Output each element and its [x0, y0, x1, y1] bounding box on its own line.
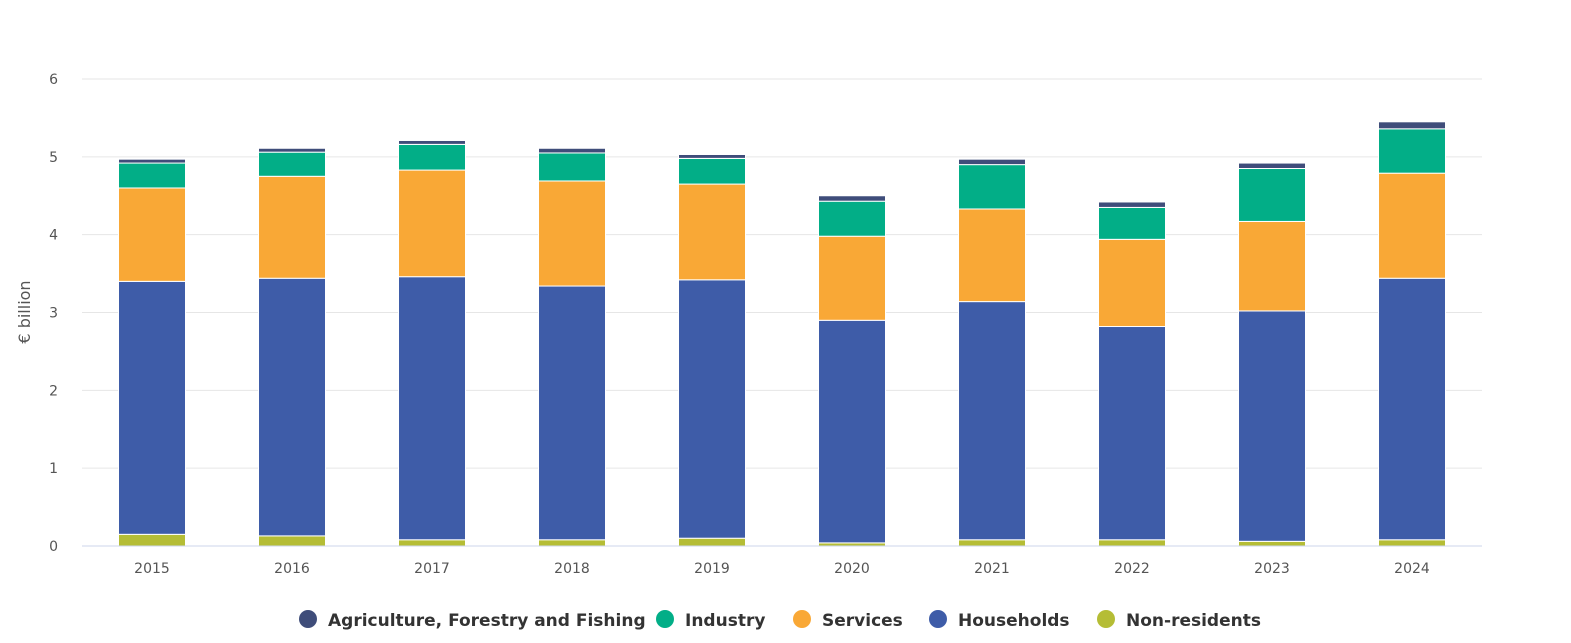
- bar-segment: [1238, 310, 1306, 542]
- legend-label: Industry: [685, 611, 765, 631]
- bar-segment: [118, 187, 186, 282]
- legend-item[interactable]: Agriculture, Forestry and Fishing: [299, 610, 646, 631]
- bar-segment: [1378, 277, 1446, 541]
- bar-stack-2018: [538, 147, 606, 547]
- legend: Agriculture, Forestry and Fishing Industr…: [299, 610, 1261, 631]
- bar-segment: [678, 279, 746, 539]
- x-tick-label: 2024: [1394, 561, 1430, 577]
- bars: [118, 121, 1446, 547]
- bar-segment: [1378, 539, 1446, 547]
- bar-segment: [1098, 539, 1166, 547]
- legend-marker: [1097, 610, 1115, 628]
- y-tick-label: 3: [49, 306, 58, 322]
- bar-stack-2021: [958, 158, 1026, 547]
- legend-marker: [656, 610, 674, 628]
- legend-marker: [929, 610, 947, 628]
- bar-segment: [1098, 201, 1166, 208]
- legend-item[interactable]: Services: [793, 610, 903, 631]
- bar-segment: [538, 285, 606, 541]
- bar-segment: [1098, 206, 1166, 240]
- bar-segment: [1238, 168, 1306, 222]
- bar-segment: [398, 169, 466, 278]
- y-tick-label: 1: [49, 461, 58, 477]
- bar-segment: [1378, 172, 1446, 279]
- bar-segment: [1098, 326, 1166, 541]
- y-tick-label: 6: [49, 72, 58, 88]
- bar-segment: [958, 301, 1026, 541]
- bar-segment: [398, 539, 466, 547]
- bar-segment: [538, 180, 606, 287]
- bar-stack-2022: [1098, 201, 1166, 547]
- bar-segment: [1238, 540, 1306, 547]
- bar-stack-2015: [118, 158, 186, 547]
- bar-segment: [818, 195, 886, 202]
- y-tick-label: 4: [49, 228, 58, 244]
- bar-segment: [818, 200, 886, 237]
- bar-segment: [118, 162, 186, 189]
- x-tick-label: 2019: [694, 561, 730, 577]
- bar-segment: [118, 533, 186, 547]
- bar-segment: [538, 152, 606, 182]
- bar-segment: [1378, 128, 1446, 174]
- bar-stack-2019: [678, 153, 746, 547]
- bar-segment: [678, 183, 746, 281]
- bar-segment: [1238, 162, 1306, 170]
- y-axis-label: € billion: [15, 280, 34, 343]
- bar-segment: [1238, 220, 1306, 312]
- bar-segment: [678, 157, 746, 185]
- bar-segment: [258, 535, 326, 547]
- bar-stack-2020: [818, 195, 886, 547]
- bar-segment: [538, 539, 606, 547]
- x-tick-label: 2020: [834, 561, 870, 577]
- legend-item[interactable]: Non-residents: [1097, 610, 1261, 631]
- legend-label: Non-residents: [1126, 611, 1261, 631]
- x-axis-ticks: 2015 2016 2017 2018 2019 2020 2021 2022 2023 2024: [134, 561, 1430, 577]
- legend-label: Agriculture, Forestry and Fishing: [328, 611, 646, 631]
- legend-item[interactable]: Households: [929, 610, 1070, 631]
- legend-item[interactable]: Industry: [656, 610, 765, 631]
- y-tick-label: 0: [49, 539, 58, 555]
- bar-segment: [958, 158, 1026, 166]
- bar-segment: [678, 153, 746, 159]
- bar-stack-2017: [398, 139, 466, 547]
- bar-segment: [958, 208, 1026, 303]
- x-tick-label: 2015: [134, 561, 170, 577]
- bar-segment: [258, 147, 326, 153]
- bar-segment: [398, 276, 466, 541]
- bar-segment: [818, 235, 886, 321]
- bar-stack-2024: [1378, 121, 1446, 547]
- x-tick-label: 2016: [274, 561, 310, 577]
- y-tick-label: 2: [49, 383, 58, 399]
- x-tick-label: 2023: [1254, 561, 1290, 577]
- x-tick-label: 2021: [974, 561, 1010, 577]
- bar-segment: [958, 539, 1026, 547]
- legend-label: Households: [958, 611, 1070, 631]
- y-axis-ticks: 0 1 2 3 4 5 6: [49, 72, 58, 555]
- bar-segment: [118, 280, 186, 535]
- bar-segment: [258, 151, 326, 177]
- bar-segment: [118, 158, 186, 164]
- bar-segment: [398, 143, 466, 171]
- bar-stack-2016: [258, 147, 326, 547]
- bar-stack-2023: [1238, 162, 1306, 547]
- x-tick-label: 2018: [554, 561, 590, 577]
- bar-segment: [258, 175, 326, 279]
- bar-segment: [1098, 238, 1166, 328]
- y-tick-label: 5: [49, 150, 58, 166]
- bar-segment: [538, 147, 606, 154]
- x-tick-label: 2017: [414, 561, 450, 577]
- bar-segment: [1378, 121, 1446, 130]
- legend-marker: [793, 610, 811, 628]
- bar-segment: [818, 319, 886, 544]
- bar-segment: [678, 537, 746, 547]
- bar-segment: [958, 164, 1026, 210]
- legend-label: Services: [822, 611, 903, 631]
- bar-segment: [398, 139, 466, 145]
- legend-marker: [299, 610, 317, 628]
- x-tick-label: 2022: [1114, 561, 1150, 577]
- bar-segment: [258, 277, 326, 537]
